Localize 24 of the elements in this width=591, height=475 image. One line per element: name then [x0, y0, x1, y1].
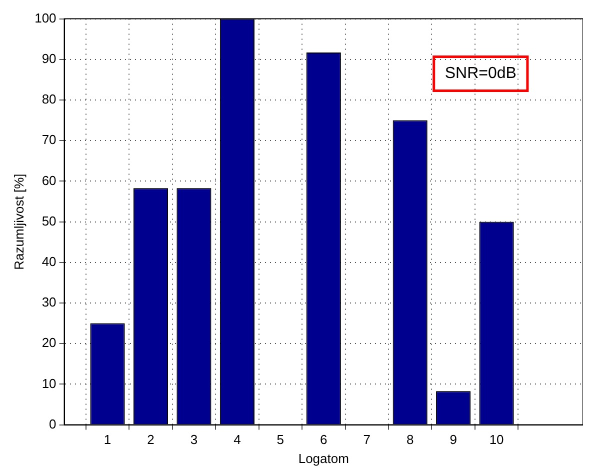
y-tick-label: 50 [42, 213, 56, 228]
y-tick-label: 100 [34, 10, 56, 26]
annotation: SNR=0dB [444, 65, 516, 82]
y-tick-label: 90 [42, 50, 56, 66]
y-tick-label: 40 [42, 254, 56, 269]
y-tick-label: 30 [42, 294, 56, 310]
x-tick-label: 10 [489, 432, 504, 448]
y-tick-label: 10 [42, 376, 56, 391]
y-tick-label: 80 [42, 92, 56, 107]
x-tick-label: 3 [190, 432, 198, 448]
x-tick-label: 1 [104, 432, 112, 448]
y-tick-label: 0 [49, 416, 56, 432]
y-tick-label: 70 [42, 132, 56, 148]
y-axis-title: Razumljivost [%] [11, 174, 26, 270]
x-tick-label: 6 [320, 432, 328, 448]
x-tick-label: 9 [450, 432, 457, 448]
x-tick-label: 4 [234, 432, 241, 448]
x-tick-label: 2 [147, 432, 154, 448]
y-tick-label: 20 [42, 335, 56, 350]
x-axis-title: Logatom [298, 450, 349, 466]
x-tick-label: 8 [406, 432, 414, 448]
x-tick-label: 5 [276, 432, 284, 448]
x-tick-label: 7 [363, 432, 370, 448]
y-tick-label: 60 [42, 172, 56, 188]
